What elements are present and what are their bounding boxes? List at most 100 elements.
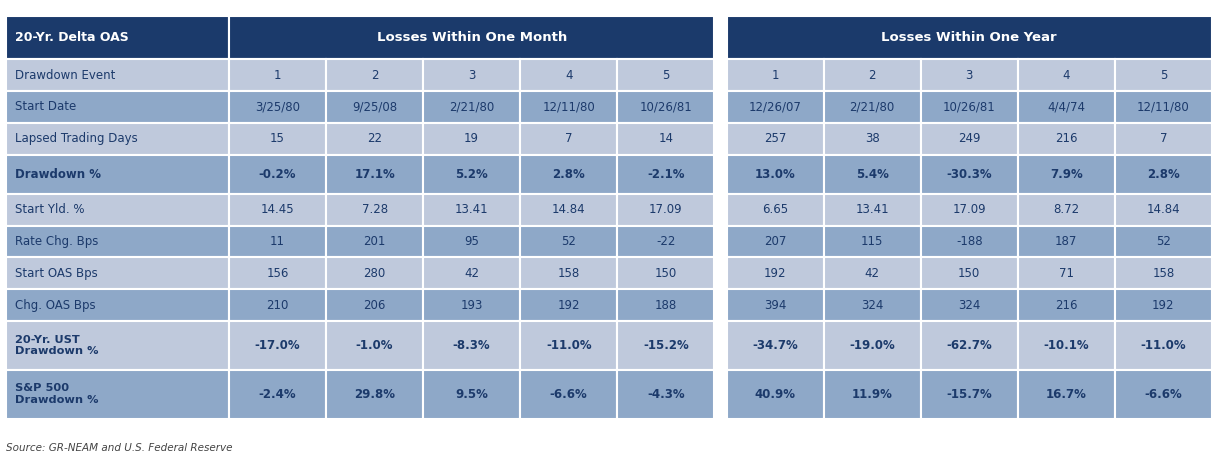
Text: 38: 38 xyxy=(865,133,879,145)
Text: 192: 192 xyxy=(764,267,787,280)
Text: 206: 206 xyxy=(363,299,386,312)
Text: 7: 7 xyxy=(1160,133,1167,145)
Bar xyxy=(618,226,714,258)
Bar xyxy=(1018,91,1114,123)
Bar xyxy=(726,155,823,193)
Bar xyxy=(326,59,423,91)
Text: 12/11/80: 12/11/80 xyxy=(542,100,596,113)
Bar xyxy=(423,226,520,258)
Text: 42: 42 xyxy=(865,267,879,280)
Bar xyxy=(618,321,714,370)
Bar xyxy=(229,370,326,418)
Text: Start Yld. %: Start Yld. % xyxy=(15,203,84,216)
Text: -2.4%: -2.4% xyxy=(258,388,296,401)
Bar xyxy=(229,321,326,370)
Bar xyxy=(1114,289,1212,321)
Bar xyxy=(726,91,823,123)
Bar xyxy=(326,123,423,155)
Text: -11.0%: -11.0% xyxy=(1140,339,1186,352)
Bar xyxy=(726,289,823,321)
Text: 280: 280 xyxy=(363,267,386,280)
Text: 8.72: 8.72 xyxy=(1054,203,1079,216)
Text: -19.0%: -19.0% xyxy=(849,339,895,352)
Text: 20-Yr. UST
Drawdown %: 20-Yr. UST Drawdown % xyxy=(15,335,99,356)
Text: 2.8%: 2.8% xyxy=(553,168,585,181)
Text: 150: 150 xyxy=(959,267,980,280)
Bar xyxy=(1018,193,1114,226)
Bar xyxy=(921,321,1018,370)
Text: 2: 2 xyxy=(868,68,876,81)
Bar xyxy=(823,193,921,226)
Text: -1.0%: -1.0% xyxy=(356,339,393,352)
Text: 1: 1 xyxy=(274,68,281,81)
Bar xyxy=(423,59,520,91)
Bar xyxy=(1018,59,1114,91)
Bar xyxy=(823,123,921,155)
Bar xyxy=(1018,321,1114,370)
Bar xyxy=(229,258,326,289)
Bar xyxy=(229,289,326,321)
Bar xyxy=(229,226,326,258)
Text: 95: 95 xyxy=(464,235,479,248)
Bar xyxy=(423,289,520,321)
Text: Drawdown %: Drawdown % xyxy=(15,168,101,181)
Bar xyxy=(423,258,520,289)
Bar xyxy=(326,91,423,123)
Text: 187: 187 xyxy=(1055,235,1078,248)
Bar xyxy=(229,59,326,91)
Bar xyxy=(520,193,618,226)
Text: 3/25/80: 3/25/80 xyxy=(255,100,300,113)
Bar xyxy=(726,321,823,370)
Bar xyxy=(921,155,1018,193)
Bar xyxy=(326,321,423,370)
Bar xyxy=(726,123,823,155)
Text: 193: 193 xyxy=(460,299,482,312)
Text: 324: 324 xyxy=(959,299,980,312)
Text: Start OAS Bps: Start OAS Bps xyxy=(15,267,97,280)
Bar xyxy=(618,155,714,193)
Bar xyxy=(921,370,1018,418)
Text: -34.7%: -34.7% xyxy=(753,339,798,352)
Bar xyxy=(1114,59,1212,91)
Bar xyxy=(921,258,1018,289)
Bar xyxy=(921,193,1018,226)
Bar xyxy=(1018,155,1114,193)
Bar xyxy=(326,289,423,321)
Bar xyxy=(520,91,618,123)
Text: 5.4%: 5.4% xyxy=(856,168,889,181)
Bar xyxy=(326,370,423,418)
Text: -6.6%: -6.6% xyxy=(1145,388,1183,401)
Text: 14: 14 xyxy=(658,133,674,145)
Bar xyxy=(1114,91,1212,123)
Text: 2/21/80: 2/21/80 xyxy=(449,100,495,113)
Bar xyxy=(6,16,229,59)
Text: 324: 324 xyxy=(861,299,883,312)
Bar xyxy=(6,155,229,193)
Text: Source: GR-NEAM and U.S. Federal Reserve: Source: GR-NEAM and U.S. Federal Reserve xyxy=(6,443,233,453)
Text: 5: 5 xyxy=(663,68,670,81)
Text: 150: 150 xyxy=(655,267,677,280)
Text: 14.45: 14.45 xyxy=(261,203,295,216)
Bar xyxy=(726,370,823,418)
Text: 15: 15 xyxy=(270,133,285,145)
Text: -30.3%: -30.3% xyxy=(946,168,991,181)
Bar xyxy=(6,289,229,321)
Bar xyxy=(823,370,921,418)
Text: 158: 158 xyxy=(558,267,580,280)
Bar xyxy=(423,193,520,226)
Text: 201: 201 xyxy=(363,235,386,248)
Text: 17.09: 17.09 xyxy=(649,203,682,216)
Text: Losses Within One Year: Losses Within One Year xyxy=(882,31,1057,44)
Text: 192: 192 xyxy=(558,299,580,312)
Text: 4/4/74: 4/4/74 xyxy=(1047,100,1085,113)
Text: 10/26/81: 10/26/81 xyxy=(639,100,692,113)
Bar xyxy=(6,370,229,418)
Bar xyxy=(520,59,618,91)
Text: 158: 158 xyxy=(1152,267,1174,280)
Bar xyxy=(520,258,618,289)
Text: 71: 71 xyxy=(1058,267,1074,280)
Text: -15.2%: -15.2% xyxy=(643,339,688,352)
Text: 2.8%: 2.8% xyxy=(1147,168,1180,181)
Text: S&P 500
Drawdown %: S&P 500 Drawdown % xyxy=(15,383,99,405)
Bar xyxy=(6,258,229,289)
